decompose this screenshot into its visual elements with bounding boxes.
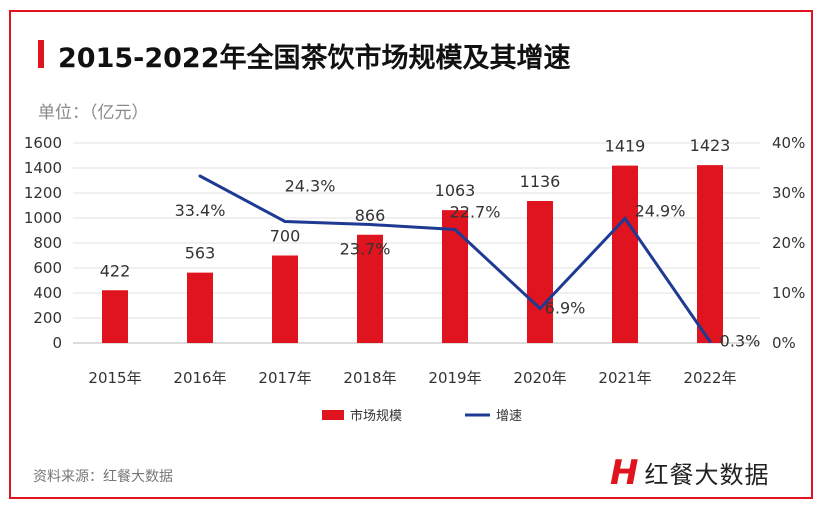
legend-bar-swatch: [322, 410, 344, 420]
line-data-label: 0.3%: [720, 332, 761, 351]
line-data-label: 22.7%: [450, 203, 501, 222]
x-tick-label: 2016年: [173, 369, 226, 387]
bar: [442, 210, 468, 343]
legend-bar-label: 市场规模: [350, 408, 402, 424]
bar: [357, 234, 383, 343]
growth-point: [198, 174, 202, 178]
bar: [612, 165, 638, 343]
y-right-tick: 20%: [772, 234, 805, 252]
x-tick-label: 2020年: [513, 369, 566, 387]
growth-point: [538, 307, 542, 310]
logo-h-icon: H: [610, 452, 639, 493]
bar: [272, 255, 298, 343]
x-tick-label: 2015年: [88, 369, 141, 387]
growth-point: [708, 340, 712, 343]
bar-data-label: 700: [270, 227, 301, 246]
x-tick-label: 2018年: [343, 369, 396, 387]
growth-point: [283, 220, 287, 223]
bar-data-label: 1419: [605, 137, 646, 156]
y-left-tick: 1600: [24, 134, 62, 152]
growth-point: [623, 217, 627, 220]
y-left-tick: 1000: [24, 209, 62, 227]
bar-data-label: 866: [355, 206, 386, 225]
bar-data-label: 422: [100, 261, 131, 280]
title-accent: [38, 40, 44, 68]
unit-label: 单位：（亿元）: [38, 103, 149, 123]
bar-data-label: 1063: [435, 181, 476, 200]
y-left-tick: 1200: [24, 184, 62, 202]
bar: [697, 165, 723, 343]
y-left-tick: 200: [33, 309, 62, 327]
x-tick-label: 2021年: [598, 369, 651, 387]
y-left-tick: 0: [52, 334, 62, 352]
x-tick-label: 2022年: [683, 369, 736, 387]
y-left-tick: 400: [33, 284, 62, 302]
chart-frame: [9, 10, 813, 499]
source-note: 资料来源：红餐大数据: [33, 469, 173, 485]
bar-data-label: 1423: [690, 136, 731, 155]
line-data-label: 33.4%: [175, 201, 226, 220]
line-data-label: 23.7%: [340, 240, 391, 259]
bar-data-label: 563: [185, 244, 216, 263]
growth-point: [453, 228, 457, 231]
bar: [187, 272, 213, 343]
x-tick-label: 2017年: [258, 369, 311, 387]
y-right-tick: 30%: [772, 184, 805, 202]
y-right-tick: 40%: [772, 134, 805, 152]
x-tick-label: 2019年: [428, 369, 481, 387]
bar-data-label: 1136: [520, 172, 561, 191]
y-left-tick: 800: [33, 234, 62, 252]
y-left-tick: 1400: [24, 159, 62, 177]
y-left-tick: 600: [33, 259, 62, 277]
bar: [527, 201, 553, 343]
line-data-label: 24.3%: [285, 177, 336, 196]
legend-line-label: 增速: [496, 409, 522, 424]
logo-text: 红餐大数据: [644, 461, 770, 489]
growth-point: [368, 223, 372, 226]
y-right-tick: 10%: [772, 284, 805, 302]
line-data-label: 6.9%: [545, 299, 586, 318]
logo: H 红餐大数据: [610, 455, 769, 490]
bar: [102, 290, 128, 343]
y-right-tick: 0%: [772, 334, 796, 352]
line-data-label: 24.9%: [635, 202, 686, 221]
chart-title: 2015-2022年全国茶饮市场规模及其增速: [58, 43, 571, 74]
